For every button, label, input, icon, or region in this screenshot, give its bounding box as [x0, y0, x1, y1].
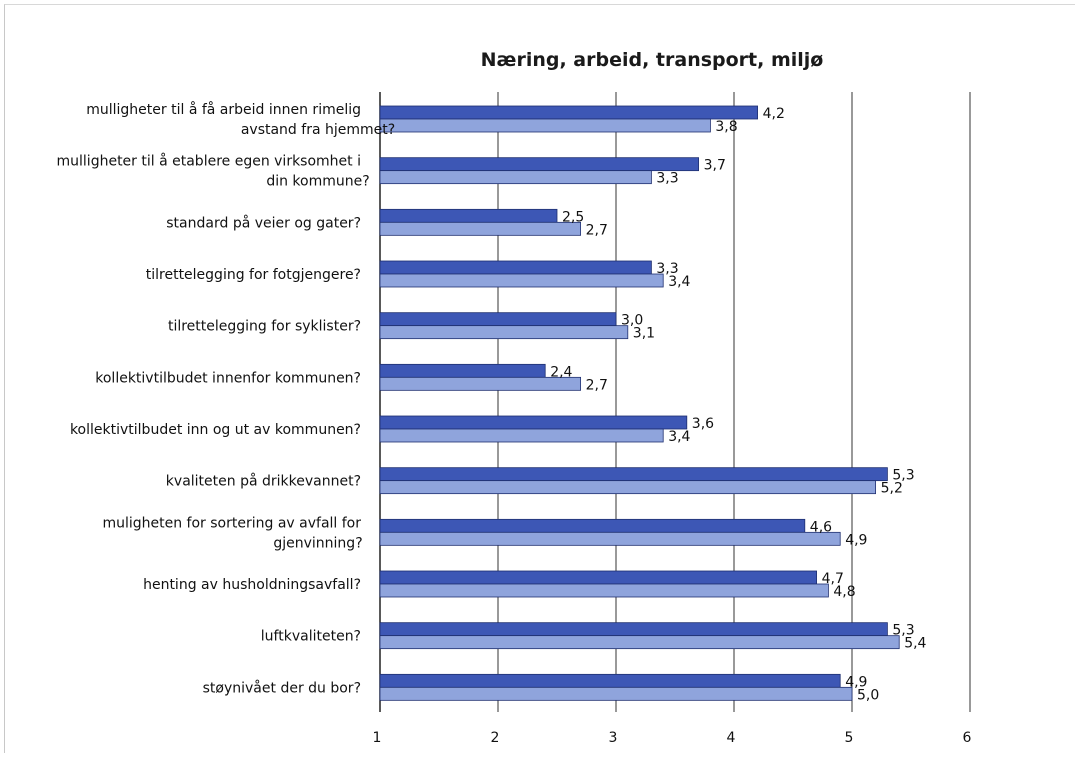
x-tick-label: 4	[727, 730, 736, 746]
data-label: 4,9	[845, 532, 867, 548]
category-label: mulligheter til å etablere egen virksomh…	[57, 153, 361, 170]
data-label: 3,4	[668, 274, 690, 290]
bar	[379, 583, 829, 598]
category-label: din kommune?	[266, 174, 369, 190]
category-label: gjenvinning?	[273, 535, 362, 551]
bar	[379, 415, 688, 430]
data-label: 5,4	[904, 636, 926, 652]
x-tick-label: 5	[845, 730, 854, 746]
data-label: 3,8	[715, 119, 737, 135]
bar	[379, 376, 582, 391]
chart-title: Næring, arbeid, transport, miljø	[481, 49, 824, 71]
data-label: 5,2	[881, 481, 903, 497]
category-label: tilrettelegging for syklister?	[168, 319, 361, 335]
data-label: 3,4	[668, 429, 690, 445]
bar	[379, 531, 841, 546]
category-label: mulligheter til å få arbeid innen rimeli…	[86, 101, 361, 118]
category-label: avstand fra hjemmet?	[241, 122, 395, 138]
data-label: 5,3	[892, 623, 914, 639]
bar	[379, 673, 841, 688]
bar	[379, 570, 818, 585]
bar	[379, 428, 664, 443]
data-label: 4,8	[833, 584, 855, 600]
bar	[379, 260, 652, 275]
bar	[379, 312, 617, 327]
data-label: 5,3	[892, 468, 914, 484]
bar	[379, 480, 877, 495]
bar	[379, 363, 546, 378]
x-tick-label: 6	[963, 730, 972, 746]
data-label: 4,2	[763, 106, 785, 122]
data-label: 5,0	[857, 687, 879, 703]
category-label: luftkvaliteten?	[261, 629, 361, 645]
category-label: tilrettelegging for fotgjengere?	[146, 267, 361, 283]
bar	[379, 118, 711, 133]
category-label: kollektivtilbudet inn og ut av kommunen?	[70, 422, 361, 438]
x-tick-label: 2	[491, 730, 500, 746]
data-label: 2,7	[586, 377, 608, 393]
data-label: 4,6	[810, 519, 832, 535]
x-tick-label: 1	[373, 730, 382, 746]
data-label: 4,9	[845, 674, 867, 690]
category-label: støynivået der du bor?	[203, 679, 361, 696]
category-label: henting av husholdningsavfall?	[143, 577, 361, 593]
data-label: 2,4	[550, 364, 572, 380]
bar	[379, 221, 582, 236]
data-label: 3,0	[621, 313, 643, 329]
data-label: 2,7	[586, 222, 608, 238]
bar	[379, 273, 664, 288]
bar	[379, 518, 806, 533]
bar	[379, 105, 759, 120]
category-label: muligheten for sortering av avfall for	[102, 515, 361, 531]
data-label: 3,1	[633, 326, 655, 342]
category-label: kvaliteten på drikkevannet?	[166, 473, 361, 490]
bar	[379, 686, 853, 701]
bar	[379, 622, 888, 637]
chart-frame	[4, 4, 1075, 753]
x-tick-label: 3	[609, 730, 618, 746]
data-label: 3,7	[704, 158, 726, 174]
data-label: 3,3	[656, 171, 678, 187]
data-label: 3,3	[656, 261, 678, 277]
data-label: 2,5	[562, 209, 584, 225]
data-label: 3,6	[692, 416, 714, 432]
bar	[379, 635, 900, 650]
data-label: 4,7	[822, 571, 844, 587]
bar	[379, 467, 888, 482]
bar	[379, 325, 629, 340]
category-label: kollektivtilbudet innenfor kommunen?	[95, 370, 361, 386]
bar	[379, 157, 700, 172]
category-label: standard på veier og gater?	[166, 214, 361, 231]
bar	[379, 170, 652, 185]
bar	[379, 208, 558, 223]
